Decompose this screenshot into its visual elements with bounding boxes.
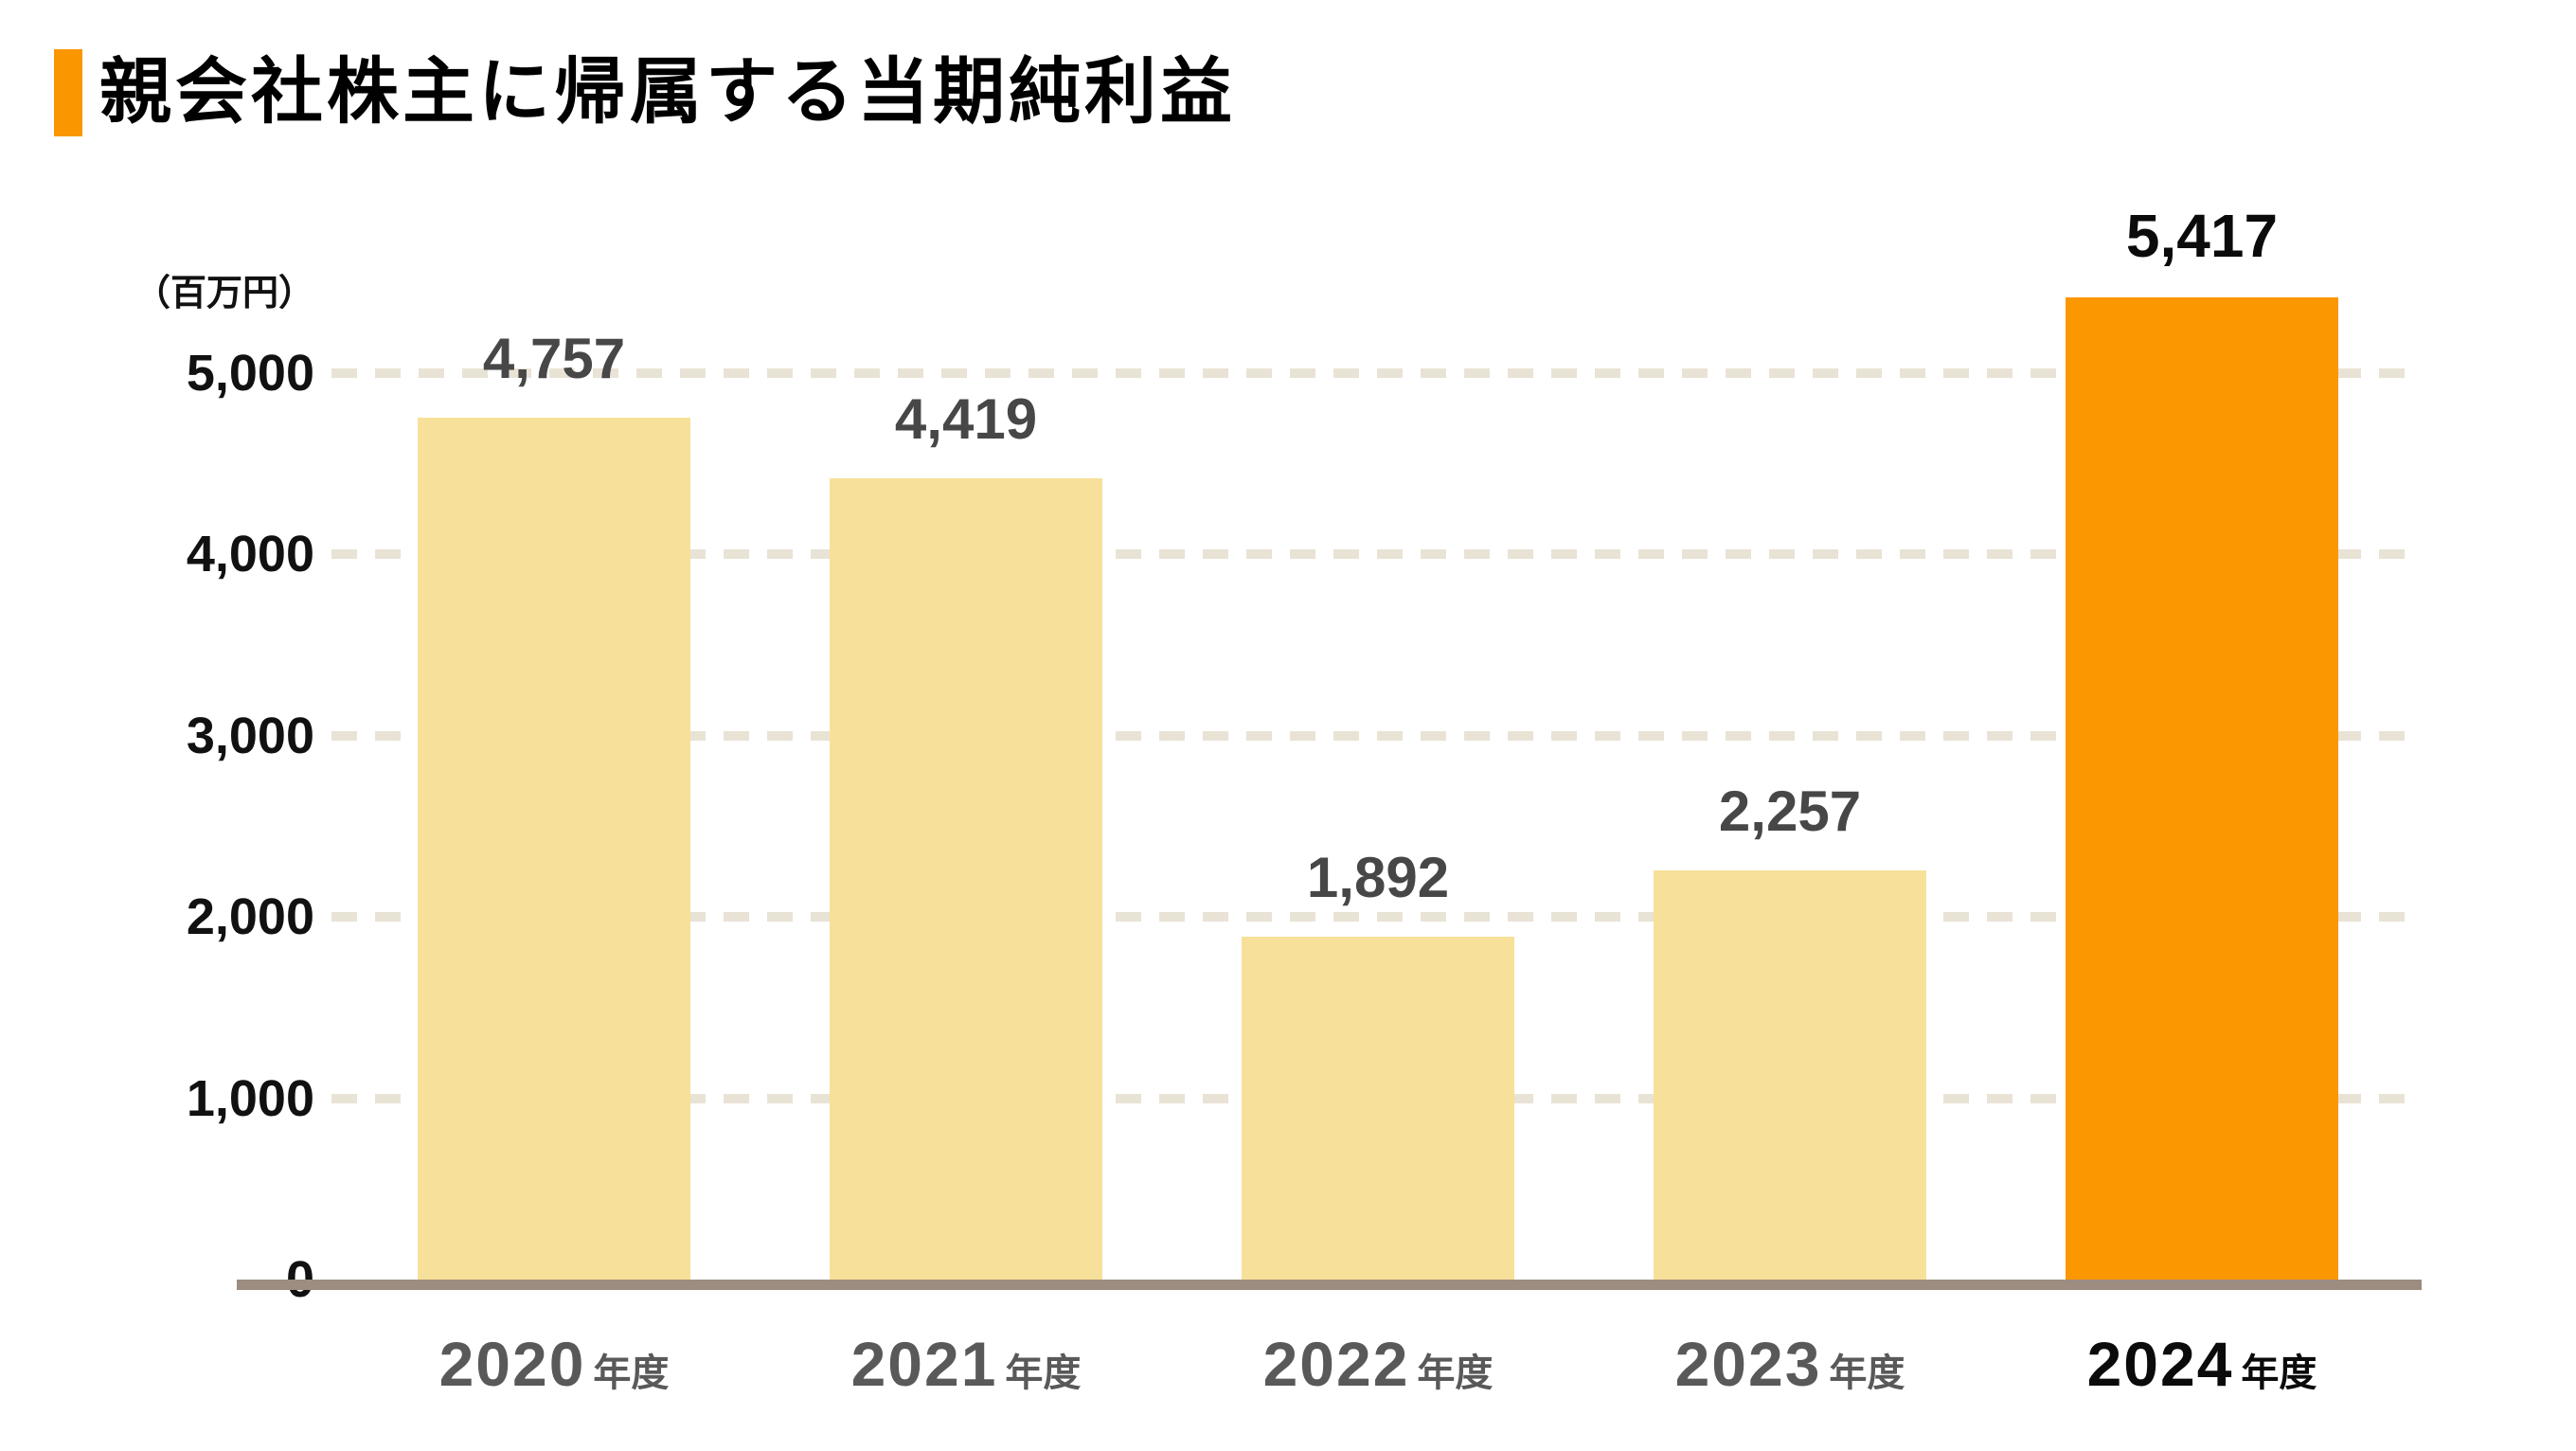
x-axis-label-year: 2024: [2086, 1329, 2234, 1399]
x-axis-label-suffix: 年度: [1829, 1352, 1905, 1394]
x-axis-label-2024: 2024 年度: [2087, 1328, 2317, 1400]
x-axis-label-suffix: 年度: [593, 1352, 670, 1394]
bar-2023: [1654, 870, 1926, 1280]
y-axis-unit-label: （百万円）: [134, 274, 314, 313]
gridline-4000: [331, 549, 2422, 560]
gridline-2000: [331, 912, 2422, 923]
x-axis-label-suffix: 年度: [1417, 1352, 1494, 1394]
value-label-2024: 5,417: [2125, 202, 2279, 271]
x-axis-label-suffix: 年度: [2241, 1352, 2317, 1394]
title-marker-bar: [54, 49, 82, 136]
bar-2024-highlighted: [2066, 297, 2338, 1280]
x-axis-label-suffix: 年度: [1005, 1352, 1082, 1394]
x-axis-baseline: [237, 1280, 2422, 1290]
y-tick-label-1000: 1,000: [186, 1069, 314, 1127]
x-axis-label-year: 2022: [1262, 1329, 1410, 1399]
chart-header: 親会社株主に帰属する当期純利益: [54, 49, 1236, 136]
gridline-3000: [331, 730, 2422, 741]
x-axis-label-2023: 2023 年度: [1675, 1328, 1905, 1400]
bar-2020: [418, 417, 690, 1280]
x-axis-label-year: 2023: [1674, 1329, 1822, 1399]
y-tick-label-5000: 5,000: [186, 345, 314, 402]
value-label-2022: 1,892: [1306, 845, 1450, 909]
bar-2022: [1242, 936, 1514, 1280]
value-label-2020: 4,757: [482, 326, 626, 390]
x-axis-label-2021: 2021 年度: [851, 1328, 1082, 1400]
x-axis-label-year: 2021: [850, 1329, 998, 1399]
x-axis-label-year: 2020: [438, 1329, 586, 1399]
y-tick-label-3000: 3,000: [186, 707, 314, 764]
value-label-2023: 2,257: [1718, 779, 1862, 844]
x-axis-label-2020: 2020 年度: [439, 1328, 670, 1400]
chart-title: 親会社株主に帰属する当期純利益: [99, 52, 1236, 133]
x-axis-label-2022: 2022 年度: [1263, 1328, 1494, 1400]
y-tick-label-2000: 2,000: [186, 888, 314, 946]
value-label-2021: 4,419: [894, 387, 1038, 452]
y-tick-label-4000: 4,000: [186, 526, 314, 583]
bar-2021: [830, 478, 1102, 1280]
gridline-5000: [331, 368, 2422, 378]
